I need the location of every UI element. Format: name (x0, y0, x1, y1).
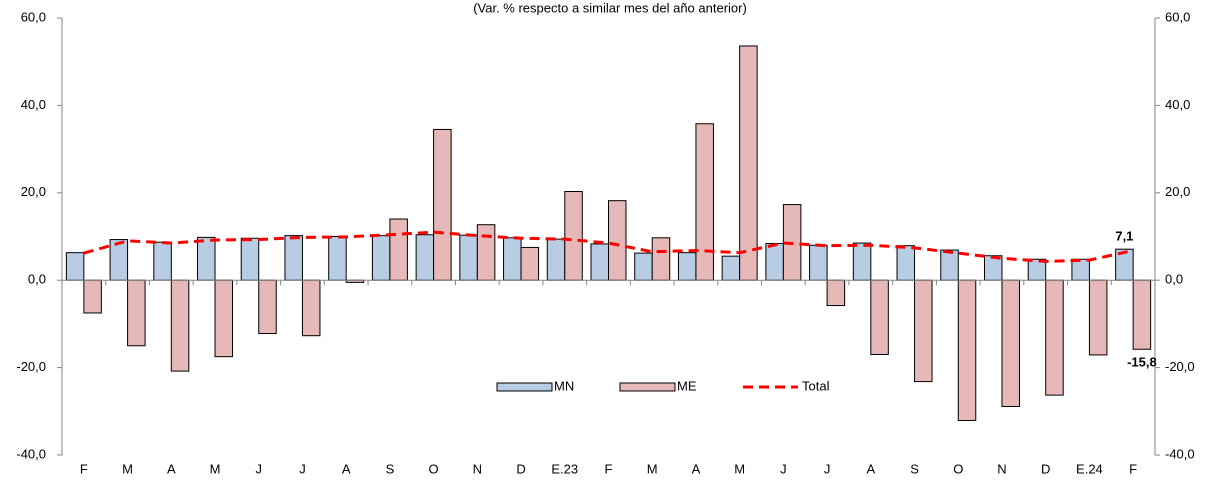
x-tick-label: E.23 (551, 461, 578, 476)
legend-swatch (619, 382, 676, 392)
bar (301, 279, 321, 337)
bar (83, 279, 102, 314)
bar (415, 234, 435, 281)
x-tick-label: M (734, 461, 745, 476)
x-tick-label: M (122, 461, 133, 476)
legend-label: ME (677, 378, 697, 393)
bar (651, 237, 671, 281)
bar (389, 218, 408, 281)
x-tick-label: F (80, 461, 88, 476)
bar (433, 128, 452, 281)
bar (896, 245, 916, 281)
x-tick-label: A (866, 461, 875, 476)
bar (1045, 279, 1064, 396)
bar (564, 190, 583, 281)
y2-tick-label: 60,0 (1165, 9, 1190, 24)
bar (608, 200, 627, 281)
y-tick-label: -20,0 (16, 359, 46, 374)
bar (109, 239, 129, 281)
y-tick-label: 40,0 (21, 97, 46, 112)
bar (1071, 258, 1090, 281)
bar (634, 252, 653, 281)
x-tick-label: J (824, 461, 831, 476)
legend-label: Total (802, 378, 830, 393)
x-tick-label: S (386, 461, 395, 476)
y-tick-label: 20,0 (21, 184, 46, 199)
legend-swatch (496, 382, 553, 392)
bar (695, 123, 714, 281)
bar (153, 241, 172, 281)
bar (476, 224, 496, 281)
bar (826, 279, 846, 307)
y2-tick-label: 40,0 (1165, 97, 1190, 112)
bar (765, 242, 784, 281)
x-tick-label: D (1041, 461, 1050, 476)
x-tick-label: M (210, 461, 221, 476)
bar (214, 279, 234, 358)
bar (328, 236, 347, 281)
bar (170, 279, 190, 372)
bar (940, 249, 959, 281)
legend-label: MN (554, 378, 574, 393)
x-tick-label: A (167, 461, 176, 476)
bar (258, 279, 277, 335)
bar (459, 234, 478, 281)
bar (371, 235, 391, 281)
bar (957, 279, 977, 421)
bar (590, 243, 609, 281)
bar (520, 246, 540, 281)
x-tick-label: F (605, 461, 613, 476)
bar (721, 255, 741, 281)
bar (1132, 279, 1152, 350)
x-tick-label: D (516, 461, 525, 476)
bar (739, 45, 758, 281)
bar (197, 236, 216, 281)
y-tick-label: 60,0 (21, 9, 46, 24)
bar (284, 235, 303, 281)
x-tick-label: E.24 (1076, 461, 1103, 476)
x-tick-label: N (473, 461, 482, 476)
chart-subtitle: (Var. % respecto a similar mes del año a… (473, 0, 747, 15)
x-tick-label: O (429, 461, 439, 476)
bar (503, 237, 522, 281)
y2-tick-label: -20,0 (1165, 359, 1195, 374)
bar (809, 244, 828, 281)
x-tick-label: A (342, 461, 351, 476)
bar (127, 279, 146, 347)
x-tick-label: J (780, 461, 787, 476)
x-tick-label: J (299, 461, 306, 476)
x-tick-label: A (692, 461, 701, 476)
line (83, 230, 1134, 263)
bar (1001, 279, 1020, 407)
x-tick-label: J (255, 461, 262, 476)
data-label: -15,8 (1127, 355, 1157, 370)
x-tick-label: M (647, 461, 658, 476)
bar (870, 279, 889, 355)
y2-tick-label: 20,0 (1165, 184, 1190, 199)
y2-tick-label: 0,0 (1165, 272, 1183, 287)
y2-tick-label: -40,0 (1165, 446, 1195, 461)
x-tick-label: F (1129, 461, 1137, 476)
x-tick-label: O (953, 461, 963, 476)
data-label: 7,1 (1115, 229, 1133, 244)
x-tick-label: S (910, 461, 919, 476)
bar (546, 238, 566, 281)
bar (852, 242, 872, 281)
bar (914, 279, 933, 383)
y-tick-label: 0,0 (28, 272, 46, 287)
bar (1088, 279, 1108, 356)
bar (240, 237, 260, 281)
x-tick-label: N (997, 461, 1006, 476)
bar (677, 252, 697, 281)
bar (65, 252, 85, 281)
y-tick-label: -40,0 (16, 446, 46, 461)
